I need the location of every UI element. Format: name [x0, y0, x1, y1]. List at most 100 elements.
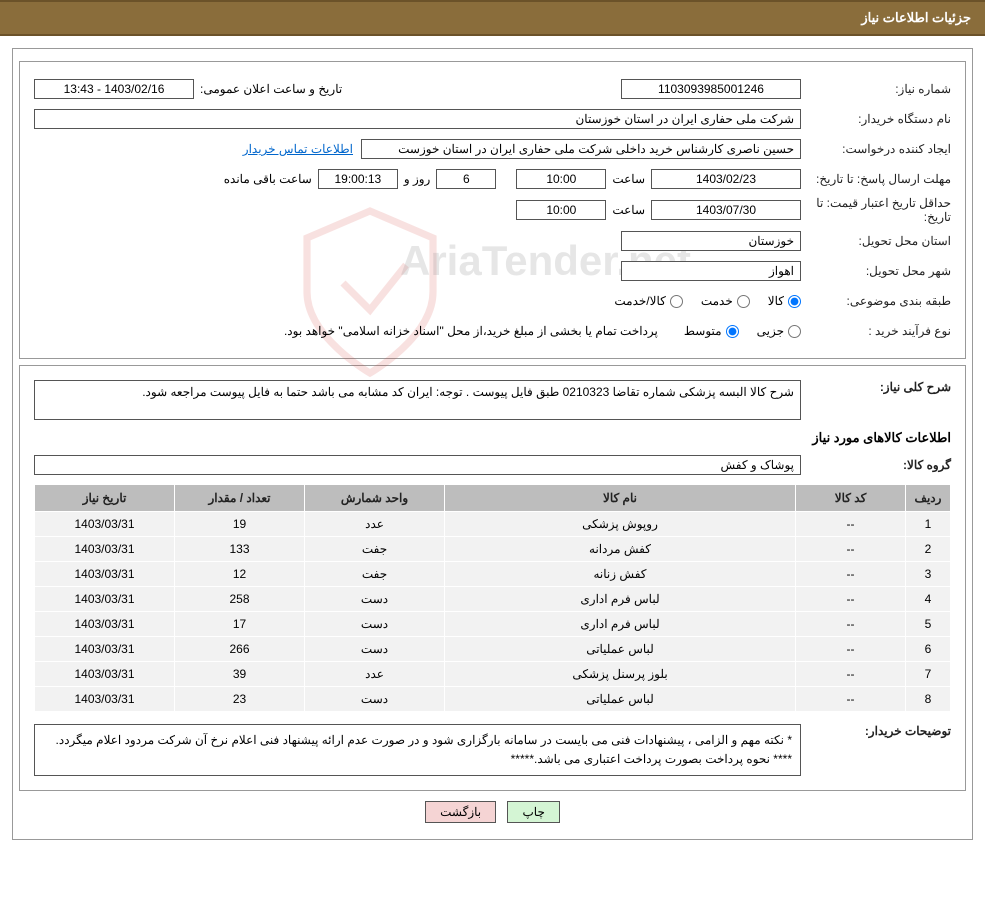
cell-n: 8: [906, 687, 951, 712]
back-button[interactable]: بازگشت: [425, 801, 496, 823]
time-label-2: ساعت: [612, 203, 645, 217]
th-code: کد کالا: [796, 485, 906, 512]
requester-field: حسین ناصری کارشناس خرید داخلی شرکت ملی ح…: [361, 139, 801, 159]
page-title: جزئیات اطلاعات نیاز: [861, 10, 971, 25]
cell-qty: 39: [175, 662, 305, 687]
buyer-notes-line1: * نکته مهم و الزامی ، پیشنهادات فنی می ب…: [43, 731, 792, 750]
deadline-time-field: 10:00: [516, 169, 606, 189]
province-field: خوزستان: [621, 231, 801, 251]
deadline-date-field: 1403/02/23: [651, 169, 801, 189]
days-word: روز و: [404, 172, 431, 186]
city-label: شهر محل تحویل:: [801, 264, 951, 278]
button-row: چاپ بازگشت: [19, 801, 966, 823]
page-header: جزئیات اطلاعات نیاز: [0, 0, 985, 36]
cell-qty: 266: [175, 637, 305, 662]
requester-label: ایجاد کننده درخواست:: [801, 142, 951, 156]
table-row: 1--روپوش پزشکیعدد191403/03/31: [35, 512, 951, 537]
cell-unit: جفت: [305, 537, 445, 562]
need-desc-field: شرح کالا البسه پزشکی شماره تقاضا 0210323…: [34, 380, 801, 420]
category-label: طبقه بندی موضوعی:: [801, 294, 951, 308]
deadline-label: مهلت ارسال پاسخ: تا تاریخ:: [801, 172, 951, 186]
cell-code: --: [796, 637, 906, 662]
cell-qty: 12: [175, 562, 305, 587]
cell-unit: عدد: [305, 662, 445, 687]
cell-name: لباس فرم اداری: [445, 587, 796, 612]
cell-code: --: [796, 687, 906, 712]
cell-n: 2: [906, 537, 951, 562]
proc-medium-radio[interactable]: متوسط: [684, 324, 739, 338]
cell-date: 1403/03/31: [35, 637, 175, 662]
process-label: نوع فرآیند خرید :: [801, 324, 951, 338]
buyer-notes-label: توضیحات خریدار:: [801, 724, 951, 738]
cell-unit: دست: [305, 587, 445, 612]
need-desc-label: شرح کلی نیاز:: [801, 380, 951, 394]
price-validity-label: حداقل تاریخ اعتبار قیمت: تا تاریخ:: [801, 196, 951, 224]
print-button[interactable]: چاپ: [507, 801, 559, 823]
price-validity-date-field: 1403/07/30: [651, 200, 801, 220]
cell-date: 1403/03/31: [35, 612, 175, 637]
cell-n: 7: [906, 662, 951, 687]
cell-date: 1403/03/31: [35, 587, 175, 612]
cell-n: 3: [906, 562, 951, 587]
cell-unit: دست: [305, 637, 445, 662]
need-number-field: 1103093985001246: [621, 79, 801, 99]
buyer-notes-line2: **** نحوه پرداخت بصورت پرداخت اعتباری می…: [43, 750, 792, 769]
cell-n: 5: [906, 612, 951, 637]
hms-remaining-field: 19:00:13: [318, 169, 398, 189]
province-label: استان محل تحویل:: [801, 234, 951, 248]
buyer-org-field: شرکت ملی حفاری ایران در استان خوزستان: [34, 109, 801, 129]
table-row: 4--لباس فرم اداریدست2581403/03/31: [35, 587, 951, 612]
th-row: ردیف: [906, 485, 951, 512]
cell-code: --: [796, 537, 906, 562]
buyer-contact-link[interactable]: اطلاعات تماس خریدار: [243, 142, 353, 156]
table-row: 5--لباس فرم اداریدست171403/03/31: [35, 612, 951, 637]
th-qty: تعداد / مقدار: [175, 485, 305, 512]
th-unit: واحد شمارش: [305, 485, 445, 512]
buyer-notes-field: * نکته مهم و الزامی ، پیشنهادات فنی می ب…: [34, 724, 801, 776]
cell-name: بلوز پرسنل پزشکی: [445, 662, 796, 687]
days-remaining-field: 6: [436, 169, 496, 189]
cell-code: --: [796, 662, 906, 687]
cell-qty: 258: [175, 587, 305, 612]
group-field: پوشاک و کفش: [34, 455, 801, 475]
cell-n: 1: [906, 512, 951, 537]
cat-goods-service-radio[interactable]: کالا/خدمت: [614, 294, 682, 308]
cell-name: لباس عملیاتی: [445, 687, 796, 712]
cell-n: 6: [906, 637, 951, 662]
cell-unit: دست: [305, 612, 445, 637]
need-number-label: شماره نیاز:: [801, 82, 951, 96]
cell-qty: 19: [175, 512, 305, 537]
group-label: گروه کالا:: [801, 458, 951, 472]
cell-name: لباس عملیاتی: [445, 637, 796, 662]
cat-service-radio[interactable]: خدمت: [701, 294, 750, 308]
cell-n: 4: [906, 587, 951, 612]
cell-date: 1403/03/31: [35, 687, 175, 712]
proc-partial-radio[interactable]: جزیی: [757, 324, 801, 338]
cell-name: روپوش پزشکی: [445, 512, 796, 537]
buyer-org-label: نام دستگاه خریدار:: [801, 112, 951, 126]
cell-unit: دست: [305, 687, 445, 712]
items-table: ردیف کد کالا نام کالا واحد شمارش تعداد /…: [34, 484, 951, 712]
table-row: 7--بلوز پرسنل پزشکیعدد391403/03/31: [35, 662, 951, 687]
cat-goods-radio[interactable]: کالا: [768, 294, 801, 308]
need-info-section: AriaTender.net شماره نیاز: 1103093985001…: [19, 61, 966, 359]
cell-name: کفش مردانه: [445, 537, 796, 562]
time-label-1: ساعت: [612, 172, 645, 186]
cell-qty: 17: [175, 612, 305, 637]
city-field: اهواز: [621, 261, 801, 281]
cell-code: --: [796, 587, 906, 612]
announce-datetime-field: 1403/02/16 - 13:43: [34, 79, 194, 99]
cell-date: 1403/03/31: [35, 512, 175, 537]
th-date: تاریخ نیاز: [35, 485, 175, 512]
process-note: پرداخت تمام یا بخشی از مبلغ خرید،از محل …: [284, 324, 658, 338]
content-container: AriaTender.net شماره نیاز: 1103093985001…: [12, 48, 973, 840]
cell-date: 1403/03/31: [35, 562, 175, 587]
items-section: شرح کلی نیاز: شرح کالا البسه پزشکی شماره…: [19, 365, 966, 791]
table-row: 3--کفش زنانهجفت121403/03/31: [35, 562, 951, 587]
cell-code: --: [796, 562, 906, 587]
cell-code: --: [796, 612, 906, 637]
cell-unit: عدد: [305, 512, 445, 537]
remaining-suffix: ساعت باقی مانده: [224, 172, 312, 186]
cell-date: 1403/03/31: [35, 537, 175, 562]
items-heading: اطلاعات کالاهای مورد نیاز: [34, 430, 951, 446]
